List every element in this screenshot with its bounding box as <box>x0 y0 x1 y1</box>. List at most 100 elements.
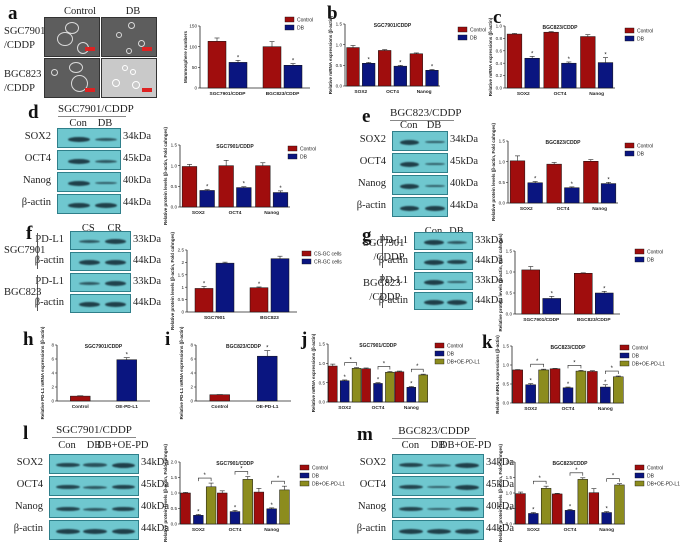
l-legend-label-0: Control <box>312 466 328 472</box>
f-x-tick-label: SGC7901 <box>204 315 225 321</box>
kda-label-m-3: 44kDa <box>486 523 514 534</box>
e-x-tick-label: SOX2 <box>520 206 533 212</box>
protein-band <box>424 299 445 305</box>
d-bar-Nanog-Control <box>255 165 271 208</box>
m-legend-swatch-0 <box>634 464 645 471</box>
m-legend-label-2: DB+OE-PD-L1 <box>647 482 680 488</box>
b-x-tick-label: SOX2 <box>354 89 367 95</box>
k-sig-star: * <box>567 382 570 388</box>
protein-band <box>427 463 451 467</box>
kda-label-m-1: 45kDa <box>486 479 514 490</box>
kda-label-l-0: 34kDa <box>141 457 169 468</box>
l-y-axis-label: Relative protein levels (β-actin, Fold c… <box>163 443 168 542</box>
h-y-tick-label: 8 <box>51 343 54 348</box>
blot-row-label-f-1: β-actin <box>34 255 64 266</box>
d-sig-star: * <box>206 185 209 191</box>
k-bar-Nanog-DB+OE-PD-L1 <box>613 376 624 404</box>
b-legend-swatch-0 <box>457 26 468 33</box>
l-bar-Nanog-DB <box>266 508 277 525</box>
e-y-tick-label: 1.5 <box>499 139 506 144</box>
e-sig-star: * <box>534 177 537 183</box>
d-y-tick-label: 0.0 <box>171 205 178 210</box>
d-bar-OCT4-Control <box>218 165 234 208</box>
k-bar-SOX2-DB <box>525 384 536 404</box>
cell <box>122 65 128 71</box>
kda-label-l-3: 44kDa <box>141 523 169 534</box>
j-bracket-star: * <box>349 358 352 364</box>
f-x-tick-label: BGC823 <box>260 315 279 321</box>
k-y-axis-label: Relative mRNA expressions (β-actin) <box>495 335 500 414</box>
lane-label-l-2: DB+OE-PD <box>97 440 149 451</box>
m-legend-label-1: DB <box>647 474 655 480</box>
kda-label-f-2: 33kDa <box>133 276 161 287</box>
g-bar-SGC7901/CDDP-Control <box>521 269 540 315</box>
c-bar-SOX2-Control <box>506 33 523 89</box>
protein-band <box>56 528 80 534</box>
protein-band <box>78 282 100 285</box>
g-sig-star: * <box>603 286 606 292</box>
blot-strip-e-1 <box>392 153 448 173</box>
j-sig-bracket <box>377 366 391 370</box>
g-sig-star: * <box>551 291 554 297</box>
m-bar-OCT4-Control <box>552 493 563 525</box>
k-bracket-star: * <box>611 366 614 372</box>
blot-strip-d-2 <box>57 172 121 192</box>
blot-row-label-m-2: Nanog <box>358 501 386 512</box>
panel-label-h: h <box>23 329 34 350</box>
blot-title-d: SGC7901/CDDP <box>58 103 134 117</box>
b-bar-Nanog-Control <box>409 53 423 87</box>
m-legend-label-0: Control <box>647 466 663 472</box>
f-legend-swatch-0 <box>301 250 312 257</box>
e-x-tick-label: Nanog <box>592 206 607 212</box>
c-y-tick-label: 1.0 <box>496 24 503 29</box>
l-y-tick-label: 0.5 <box>171 506 178 511</box>
blot-strip-m-2 <box>392 498 484 518</box>
m-bar-SOX2-DB <box>528 513 539 525</box>
blot-strip-m-1 <box>392 476 484 496</box>
e-y-tick-label: 0.0 <box>499 201 506 206</box>
f-y-axis-label: Relative protein levels (β-actin, Fold c… <box>170 231 175 330</box>
micrograph-bgc-control <box>44 58 100 98</box>
kda-label-e-1: 45kDa <box>450 156 478 167</box>
protein-band <box>454 528 479 534</box>
a-bar-BGC823/CDDP-Control <box>262 46 282 89</box>
m-bar-SOX2-Control <box>515 493 526 525</box>
k-legend-label-0: Control <box>632 346 648 352</box>
g-y-tick-label: 0.0 <box>506 312 513 317</box>
j-legend-label-2: DB+OE-PD-L1 <box>447 360 480 366</box>
b-legend-label-1: DB <box>470 36 478 42</box>
protein-band <box>95 159 117 163</box>
c-sig-star: * <box>568 57 571 63</box>
j-sig-star: * <box>410 382 413 388</box>
k-bar-SOX2-Control <box>512 369 523 404</box>
i-y-tick-label: 0 <box>190 399 193 404</box>
h-y-tick-label: 4 <box>51 371 54 376</box>
h-chart-title: SGC7901/CDDP <box>85 344 123 350</box>
f-bar-BGC823-CS-GC cells <box>249 287 269 313</box>
l-x-tick-label: OCT4 <box>229 527 242 533</box>
k-sig-bracket <box>605 370 619 375</box>
j-y-tick-label: 1.5 <box>319 342 326 347</box>
m-bracket-star: * <box>575 468 578 474</box>
m-y-tick-label: 1.5 <box>506 475 513 480</box>
protein-band <box>112 506 136 512</box>
blot-row-label-m-1: OCT4 <box>359 479 386 490</box>
lane-label-f-1: CR <box>107 223 122 234</box>
kda-label-g-1: 44kDa <box>475 255 503 266</box>
i-y-tick-label: 2 <box>190 385 193 390</box>
blot-row-label-f-0: PD-L1 <box>35 234 64 245</box>
scale-bar <box>142 47 152 51</box>
micrograph-sgc-control <box>44 17 100 57</box>
l-bar-SOX2-DB <box>193 515 204 525</box>
b-bar-Nanog-DB <box>425 70 439 87</box>
lane-label-m-2: DB+OE-PD <box>439 440 492 451</box>
blot-row-label-e-2: Nanog <box>358 178 386 189</box>
c-bar-SOX2-DB <box>524 57 540 89</box>
protein-band <box>399 528 424 534</box>
d-sig-star: * <box>279 186 282 192</box>
m-bracket-star: * <box>612 474 615 480</box>
c-chart-title: BGC823/CDDP <box>542 25 578 31</box>
cell <box>116 32 122 38</box>
protein-band <box>400 139 420 145</box>
b-legend-swatch-1 <box>457 34 468 41</box>
